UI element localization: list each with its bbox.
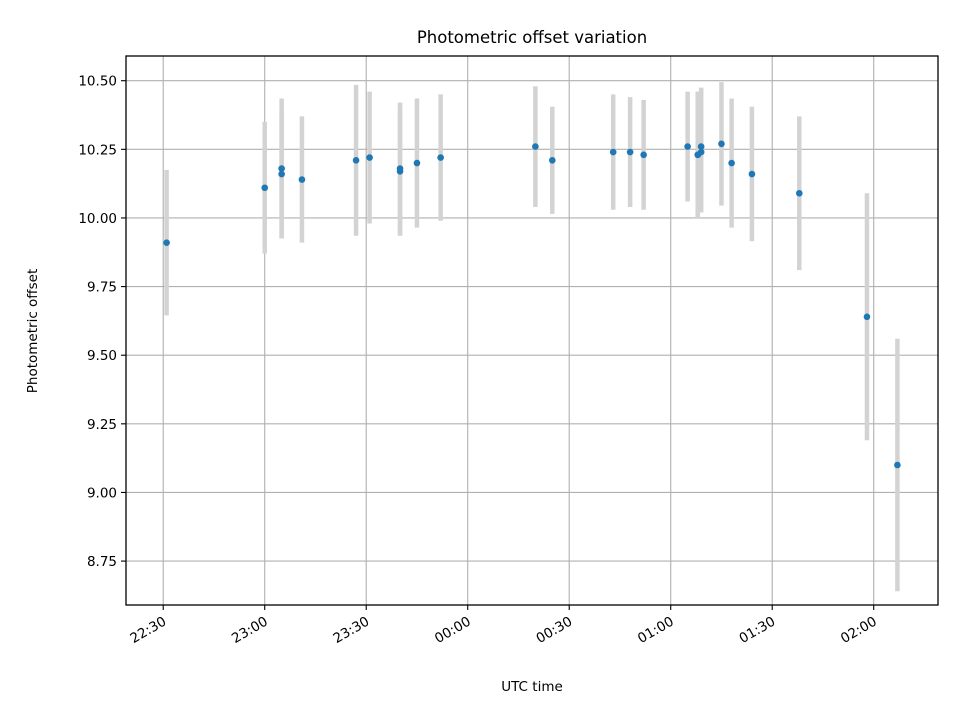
y-tick-label: 9.50 xyxy=(87,348,117,364)
data-point xyxy=(697,148,705,156)
data-point xyxy=(549,157,556,164)
data-point xyxy=(278,170,285,178)
data-point xyxy=(532,143,539,150)
y-tick-label: 9.25 xyxy=(87,417,117,433)
plot-area xyxy=(125,55,939,606)
axes-frame xyxy=(125,55,939,606)
y-axis-ticks: 8.75 9.00 9.25 9.50 9.75 10.00 10.25 10.50 xyxy=(78,74,126,570)
chart-title: Photometric offset variation xyxy=(417,28,647,47)
y-tick-label: 8.75 xyxy=(87,554,117,570)
data-point xyxy=(609,148,617,156)
data-point xyxy=(626,148,634,156)
data-point xyxy=(697,143,705,150)
data-point xyxy=(298,176,306,183)
data-point xyxy=(684,143,691,150)
grid-lines xyxy=(126,56,938,605)
data-point xyxy=(352,157,360,164)
y-tick-label: 10.25 xyxy=(78,142,117,158)
y-tick-label: 9.75 xyxy=(87,280,117,296)
data-point xyxy=(795,189,803,197)
data-point xyxy=(640,151,647,159)
data-point xyxy=(728,159,735,167)
y-axis-label: Photometric offset xyxy=(25,269,41,393)
data-point xyxy=(718,140,725,148)
data-point xyxy=(278,165,285,172)
data-point xyxy=(437,154,444,161)
data-point xyxy=(396,165,404,172)
data-point xyxy=(894,461,901,469)
data-point xyxy=(863,313,871,321)
data-point xyxy=(413,159,421,167)
y-tick-label: 10.50 xyxy=(78,74,117,90)
data-point xyxy=(261,184,269,192)
data-points xyxy=(163,140,901,469)
data-point xyxy=(748,170,756,178)
data-point xyxy=(366,154,373,161)
y-tick-label: 9.00 xyxy=(87,485,117,501)
data-point xyxy=(163,239,170,246)
x-axis-label: UTC time xyxy=(501,679,563,695)
y-tick-label: 10.00 xyxy=(78,211,117,227)
